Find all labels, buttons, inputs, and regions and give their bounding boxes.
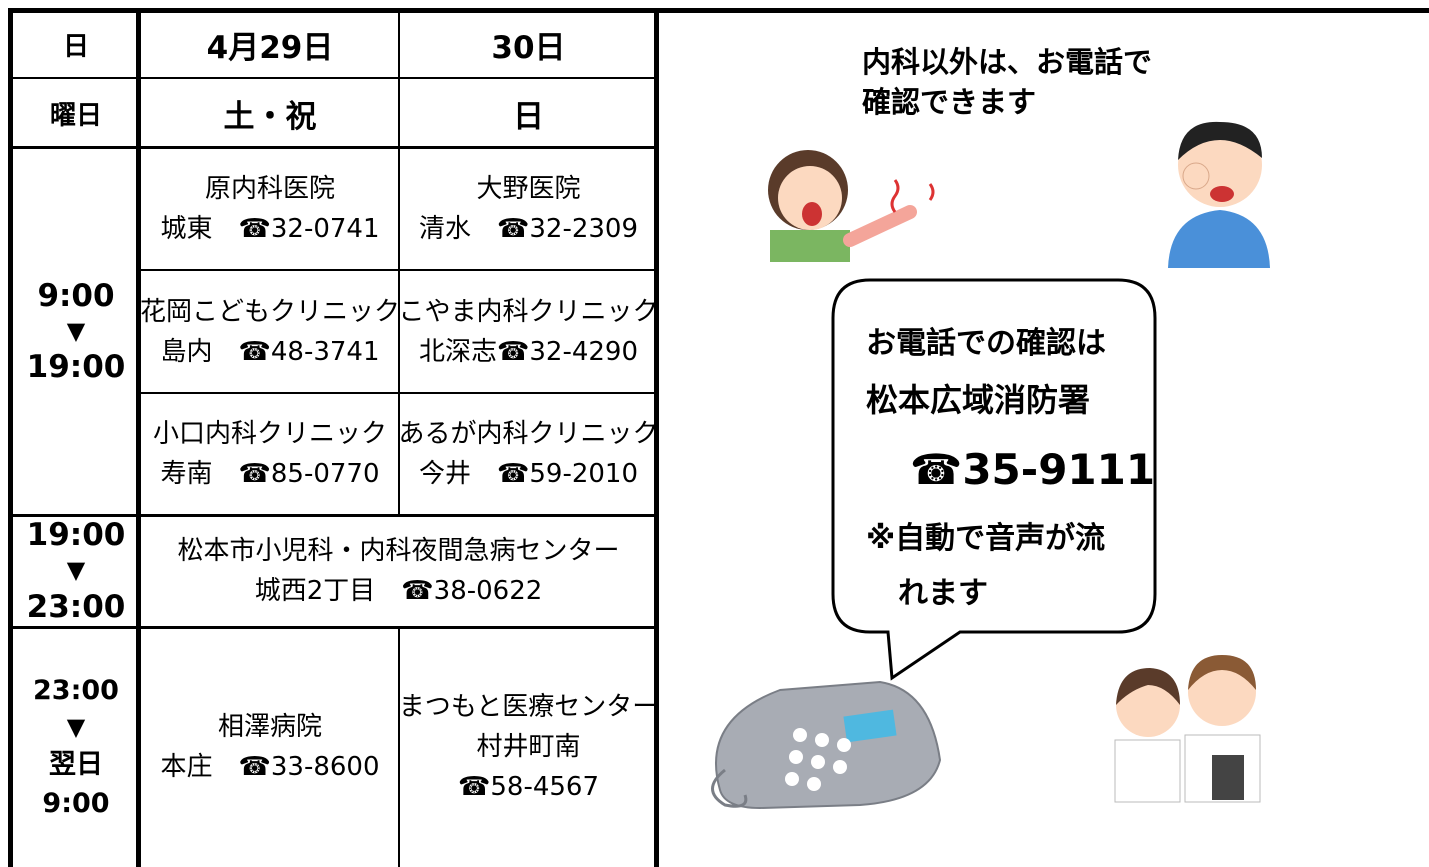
time-slot-text: 23:00	[33, 674, 119, 706]
table-line	[140, 392, 656, 394]
clinic-cell: 原内科医院城東 ☎32-0741	[140, 148, 400, 270]
speech-bubble	[831, 278, 1157, 681]
note-text: 確認できます	[862, 85, 1037, 119]
clinic-cell: 松本市小児科・内科夜間急病センター 城西2丁目 ☎38-0622	[140, 515, 657, 627]
header-cell: 30日	[400, 10, 657, 79]
time-slot: 9:00 ▼ 19:00	[12, 148, 140, 515]
clinic-cell-text: 城東 ☎32-0741	[160, 214, 380, 244]
clinic-cell-text: まつもと医療センター	[398, 692, 659, 722]
header-cell: 日	[400, 79, 657, 148]
clinic-cell-text: 島内 ☎48-3741	[160, 336, 380, 367]
man-illustration	[1168, 121, 1270, 268]
clinic-cell: 花岡こどもクリニック 島内 ☎48-3741	[140, 270, 400, 393]
header-cell-text: 日	[62, 32, 89, 62]
table-line	[12, 626, 656, 629]
header-cell-text: 曜日	[49, 101, 102, 131]
table-line	[8, 8, 13, 867]
table-line	[140, 269, 656, 271]
header-cell: 日	[12, 10, 140, 79]
clinic-cell-text: 小口内科クリニック	[152, 419, 387, 449]
time-slot-text: 19:00	[26, 517, 126, 554]
clinic-cell-text: 松本市小児科・内科夜間急病センター	[177, 536, 620, 566]
table-line	[398, 8, 400, 515]
header-cell: 土・祝	[140, 79, 400, 148]
clinic-cell: 相澤病院本庄 ☎33-8600	[140, 627, 400, 867]
clinic-cell-text: 花岡こどもクリニック	[140, 296, 401, 327]
note-text: 内科以外は、お電話で	[862, 45, 1153, 79]
table-line	[8, 8, 1429, 13]
clinic-cell-text: 寿南 ☎85-0770	[160, 459, 380, 489]
bubble-text: 松本広域消防署	[866, 381, 1091, 419]
clinic-cell-text: あるが内科クリニック	[398, 419, 659, 449]
table-line	[12, 514, 656, 517]
doctors-illustration	[1114, 655, 1261, 803]
clinic-cell: 小口内科クリニック 寿南 ☎85-0770	[140, 393, 400, 515]
time-slot-text: 9:00	[37, 277, 115, 314]
clinic-cell-text: 北深志☎32-4290	[418, 336, 639, 367]
header-cell-text: 日	[513, 99, 544, 135]
header-cell-text: 土・祝	[223, 99, 317, 135]
time-slot: 23:00 ▼ 翌日 9:00	[12, 627, 140, 867]
clinic-cell-text: 村井町南	[476, 732, 581, 762]
table-line	[136, 8, 141, 867]
table-line	[398, 627, 400, 867]
table-line	[654, 8, 659, 867]
clinic-cell-text: こやま内科クリニック	[398, 296, 659, 327]
bubble-text: れます	[898, 576, 988, 611]
time-slot-text: 23:00	[26, 588, 126, 625]
clinic-cell: 大野医院清水 ☎32-2309	[400, 148, 657, 270]
time-slot-text: ▼	[66, 713, 86, 742]
clinic-cell: まつもと医療センター 村井町南 ☎58-4567	[398, 627, 659, 867]
header-cell-text: 30日	[491, 30, 566, 66]
clinic-cell-text: ☎58-4567	[457, 772, 600, 802]
woman-illustration	[768, 150, 935, 262]
time-slot-text: 19:00	[26, 349, 126, 386]
clinic-cell-text: 城西2丁目 ☎38-0622	[254, 576, 543, 606]
table-line	[12, 146, 656, 149]
time-slot-text: ▼	[66, 556, 86, 585]
clinic-cell-text: 原内科医院	[204, 174, 335, 204]
bubble-text: お電話での確認は	[866, 326, 1106, 361]
note: 内科以外は、お電話で 確認できます	[862, 42, 1222, 122]
clinic-cell-text: 今井 ☎59-2010	[418, 459, 639, 489]
header-cell: 曜日	[12, 79, 140, 148]
bubble-text: ※自動で音声が流	[866, 521, 1106, 556]
header-cell: 4月29日	[140, 10, 400, 79]
telephone-illustration	[711, 680, 942, 810]
clinic-cell: こやま内科クリニック 北深志☎32-4290	[398, 270, 659, 393]
clinic-cell-text: 清水 ☎32-2309	[418, 214, 639, 244]
time-slot-text: 9:00	[42, 787, 110, 819]
header-cell-text: 4月29日	[206, 30, 334, 66]
bubble-text: ☎35-9111	[910, 445, 1156, 494]
clinic-cell-text: 本庄 ☎33-8600	[160, 752, 380, 782]
table-line	[12, 77, 656, 79]
clinic-cell-text: 大野医院	[476, 174, 581, 204]
time-slot: 19:00 ▼ 23:00	[12, 515, 140, 627]
time-slot-text: 翌日	[49, 748, 103, 780]
clinic-cell-text: 相澤病院	[217, 712, 322, 742]
time-slot-text: ▼	[66, 316, 86, 345]
clinic-cell: あるが内科クリニック 今井 ☎59-2010	[398, 393, 659, 515]
